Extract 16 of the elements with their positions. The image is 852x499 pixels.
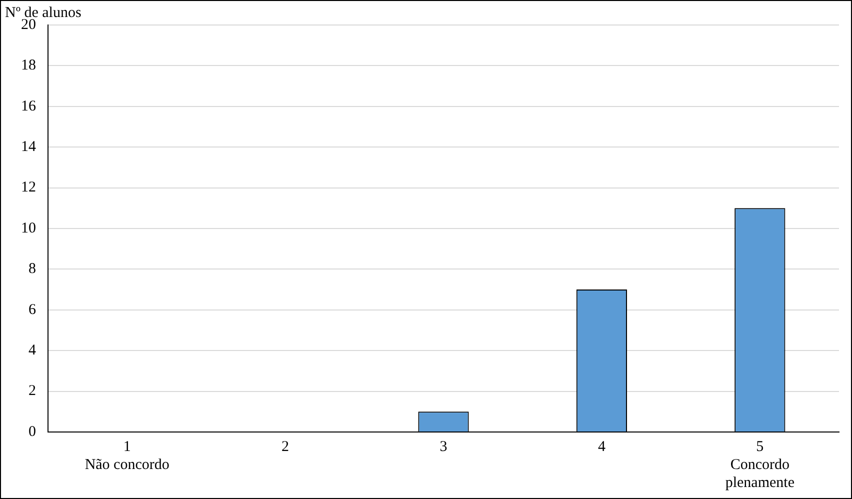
x-tick-label: 4 <box>598 438 606 455</box>
y-tick-label: 18 <box>21 58 36 74</box>
y-tick-label: 12 <box>21 180 36 196</box>
y-tick-label: 6 <box>28 302 36 318</box>
y-tick-label: 10 <box>21 220 36 236</box>
y-tick-label: 0 <box>28 424 36 440</box>
y-tick-label: 2 <box>28 383 36 400</box>
y-tick-label: 16 <box>21 98 36 114</box>
y-tick-label: 14 <box>21 139 36 156</box>
y-tick-label: 20 <box>21 16 36 33</box>
x-tick-label: 3 <box>440 438 448 455</box>
x-tick-label: 1 Não concordo <box>84 438 170 473</box>
x-tick-label: 2 <box>282 438 290 455</box>
x-tick-label: 5 Concordo plenamente <box>725 438 795 491</box>
y-tick-label: 4 <box>28 342 36 359</box>
y-tick-label: 8 <box>28 261 36 278</box>
